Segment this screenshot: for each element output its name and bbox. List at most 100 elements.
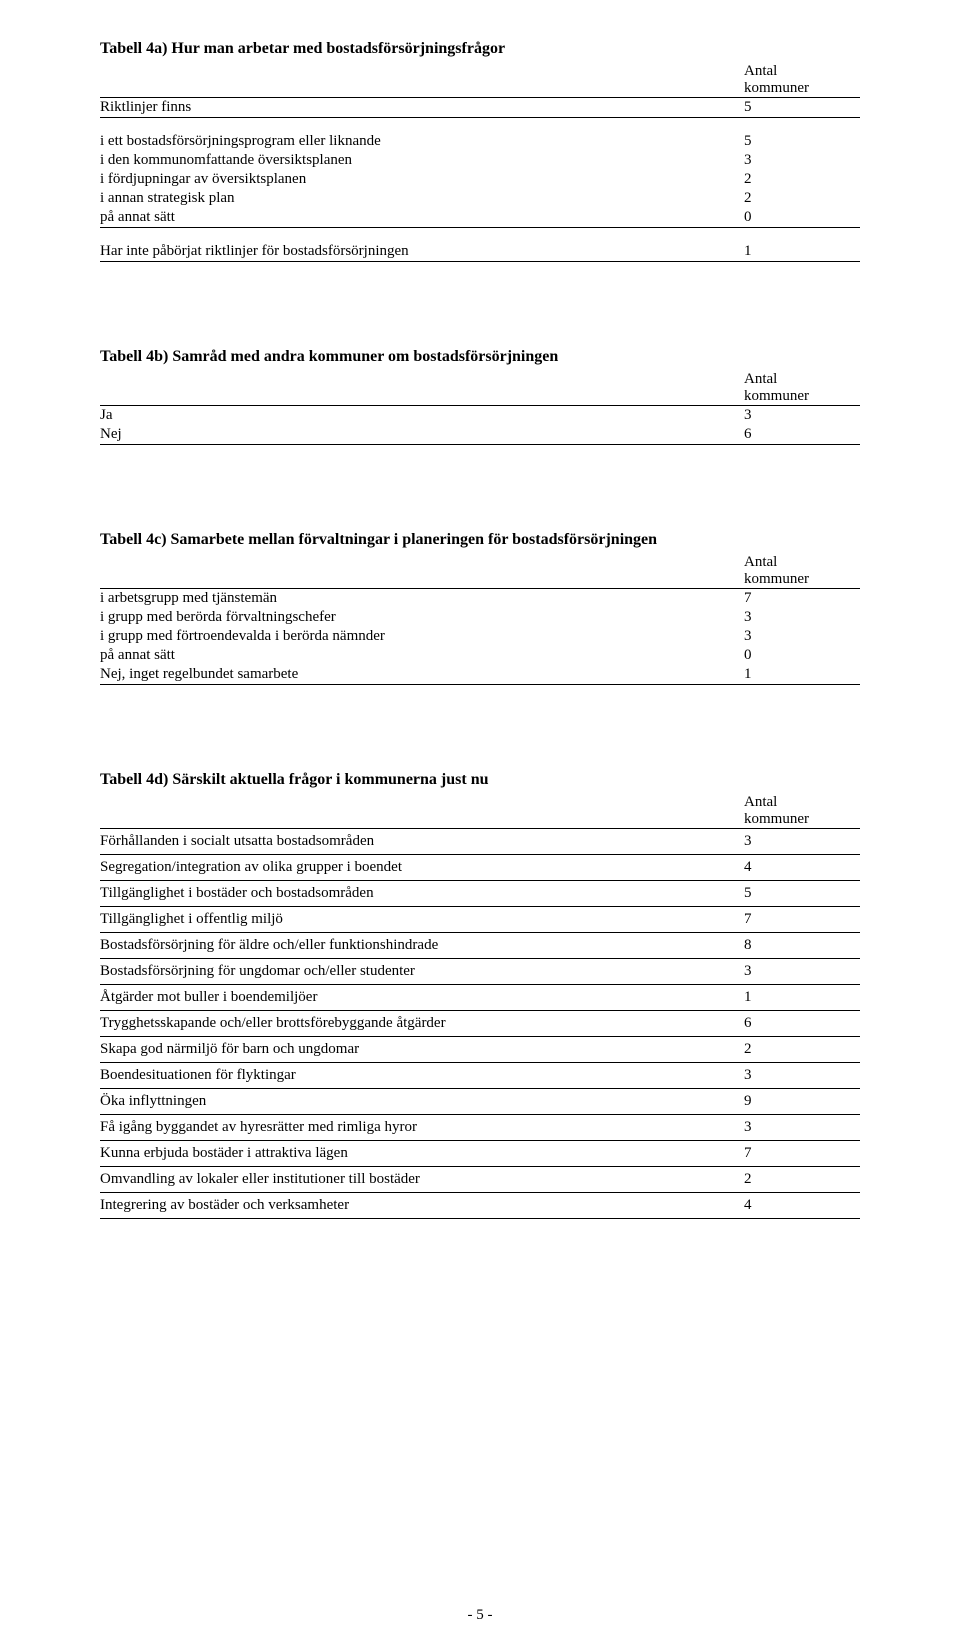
row-value: 2 [744, 189, 860, 208]
row-value: 3 [744, 1115, 860, 1141]
row-label: Boendesituationen för flyktingar [100, 1063, 744, 1089]
row-value: 3 [744, 151, 860, 170]
page: Tabell 4a) Hur man arbetar med bostadsfö… [0, 0, 960, 1652]
table-row: Riktlinjer finns 5 [100, 98, 860, 118]
spacer [100, 691, 860, 771]
row-label: Bostadsförsörjning för äldre och/eller f… [100, 933, 744, 959]
page-number: - 5 - [0, 1607, 960, 1624]
row-value: 3 [744, 829, 860, 855]
row-label: Öka inflyttningen [100, 1089, 744, 1115]
spacer [100, 234, 860, 242]
row-value: 8 [744, 933, 860, 959]
table-row: Segregation/integration av olika grupper… [100, 855, 860, 881]
table-4b-header-label: Antal kommuner [744, 370, 860, 406]
row-value: 3 [744, 406, 860, 426]
row-value: 3 [744, 959, 860, 985]
row-value: 0 [744, 208, 860, 228]
row-label: Skapa god närmiljö för barn och ungdomar [100, 1037, 744, 1063]
table-4d-title: Tabell 4d) Särskilt aktuella frågor i ko… [100, 771, 860, 789]
table-row: Boendesituationen för flyktingar 3 [100, 1063, 860, 1089]
table-row: Kunna erbjuda bostäder i attraktiva läge… [100, 1141, 860, 1167]
table-row: Nej 6 [100, 425, 860, 445]
table-4a-group2: i ett bostadsförsörjningsprogram eller l… [100, 132, 860, 228]
row-label: Åtgärder mot buller i boendemiljöer [100, 985, 744, 1011]
row-label: på annat sätt [100, 208, 744, 228]
row-value: 5 [744, 98, 860, 118]
table-4a-header-label: Antal kommuner [744, 62, 860, 98]
table-row: på annat sätt 0 [100, 208, 860, 228]
row-label: i den kommunomfattande översiktsplanen [100, 151, 744, 170]
table-4d-header-blank [100, 793, 744, 829]
table-4b: Antal kommuner Ja 3 Nej 6 [100, 370, 860, 445]
table-4a-title: Tabell 4a) Hur man arbetar med bostadsfö… [100, 40, 860, 58]
row-label: på annat sätt [100, 646, 744, 665]
row-value: 7 [744, 907, 860, 933]
row-label: Få igång byggandet av hyresrätter med ri… [100, 1115, 744, 1141]
row-value: 3 [744, 1063, 860, 1089]
table-4c-title: Tabell 4c) Samarbete mellan förvaltninga… [100, 531, 860, 549]
row-label: Segregation/integration av olika grupper… [100, 855, 744, 881]
row-value: 4 [744, 1193, 860, 1219]
table-4d-wrap: Tabell 4d) Särskilt aktuella frågor i ko… [100, 771, 860, 1219]
table-4a-group3: Har inte påbörjat riktlinjer för bostads… [100, 242, 860, 262]
table-4a-header: Antal kommuner [100, 62, 860, 98]
row-value: 6 [744, 425, 860, 445]
header-line1: Antal [744, 63, 777, 79]
row-value: 6 [744, 1011, 860, 1037]
row-label: i ett bostadsförsörjningsprogram eller l… [100, 132, 744, 151]
table-row: Ja 3 [100, 406, 860, 426]
table-4c: Antal kommuner i arbetsgrupp med tjänste… [100, 553, 860, 685]
table-row: Tillgänglighet i bostäder och bostadsomr… [100, 881, 860, 907]
table-4b-header: Antal kommuner [100, 370, 860, 406]
table-4d-header-label: Antal kommuner [744, 793, 860, 829]
header-line2: kommuner [744, 80, 809, 96]
row-value: 3 [744, 627, 860, 646]
table-row: Trygghetsskapande och/eller brottsföreby… [100, 1011, 860, 1037]
row-value: 3 [744, 608, 860, 627]
table-row: Omvandling av lokaler eller institutione… [100, 1167, 860, 1193]
table-row: i grupp med förtroendevalda i berörda nä… [100, 627, 860, 646]
row-label: Integrering av bostäder och verksamheter [100, 1193, 744, 1219]
table-row: Förhållanden i socialt utsatta bostadsom… [100, 829, 860, 855]
table-row: i grupp med berörda förvaltningschefer 3 [100, 608, 860, 627]
table-row: Få igång byggandet av hyresrätter med ri… [100, 1115, 860, 1141]
table-row: i arbetsgrupp med tjänstemän 7 [100, 589, 860, 609]
row-label: i annan strategisk plan [100, 189, 744, 208]
header-line1: Antal [744, 554, 777, 570]
header-line2: kommuner [744, 571, 809, 587]
spacer [100, 451, 860, 531]
row-value: 2 [744, 1037, 860, 1063]
row-value: 1 [744, 985, 860, 1011]
row-label: Kunna erbjuda bostäder i attraktiva läge… [100, 1141, 744, 1167]
header-line1: Antal [744, 371, 777, 387]
row-label: i arbetsgrupp med tjänstemän [100, 589, 744, 609]
table-row: Har inte påbörjat riktlinjer för bostads… [100, 242, 860, 262]
row-value: 5 [744, 132, 860, 151]
table-4c-header: Antal kommuner [100, 553, 860, 589]
header-line2: kommuner [744, 388, 809, 404]
row-label: i grupp med berörda förvaltningschefer [100, 608, 744, 627]
row-label: Omvandling av lokaler eller institutione… [100, 1167, 744, 1193]
row-value: 1 [744, 242, 860, 262]
table-row: Tillgänglighet i offentlig miljö 7 [100, 907, 860, 933]
table-row: på annat sätt 0 [100, 646, 860, 665]
row-label: Tillgänglighet i bostäder och bostadsomr… [100, 881, 744, 907]
table-row: Skapa god närmiljö för barn och ungdomar… [100, 1037, 860, 1063]
row-label: Förhållanden i socialt utsatta bostadsom… [100, 829, 744, 855]
table-row: Nej, inget regelbundet samarbete 1 [100, 665, 860, 685]
row-label: Bostadsförsörjning för ungdomar och/elle… [100, 959, 744, 985]
row-value: 0 [744, 646, 860, 665]
row-label: Trygghetsskapande och/eller brottsföreby… [100, 1011, 744, 1037]
row-label: i fördjupningar av översiktsplanen [100, 170, 744, 189]
table-4d: Antal kommuner Förhållanden i socialt ut… [100, 793, 860, 1219]
table-row: Bostadsförsörjning för äldre och/eller f… [100, 933, 860, 959]
spacer [100, 124, 860, 132]
table-row: Öka inflyttningen 9 [100, 1089, 860, 1115]
table-4a: Antal kommuner Riktlinjer finns 5 [100, 62, 860, 118]
table-row: i fördjupningar av översiktsplanen 2 [100, 170, 860, 189]
row-value: 7 [744, 589, 860, 609]
row-value: 5 [744, 881, 860, 907]
row-label: i grupp med förtroendevalda i berörda nä… [100, 627, 744, 646]
table-4d-header: Antal kommuner [100, 793, 860, 829]
row-label: Ja [100, 406, 744, 426]
